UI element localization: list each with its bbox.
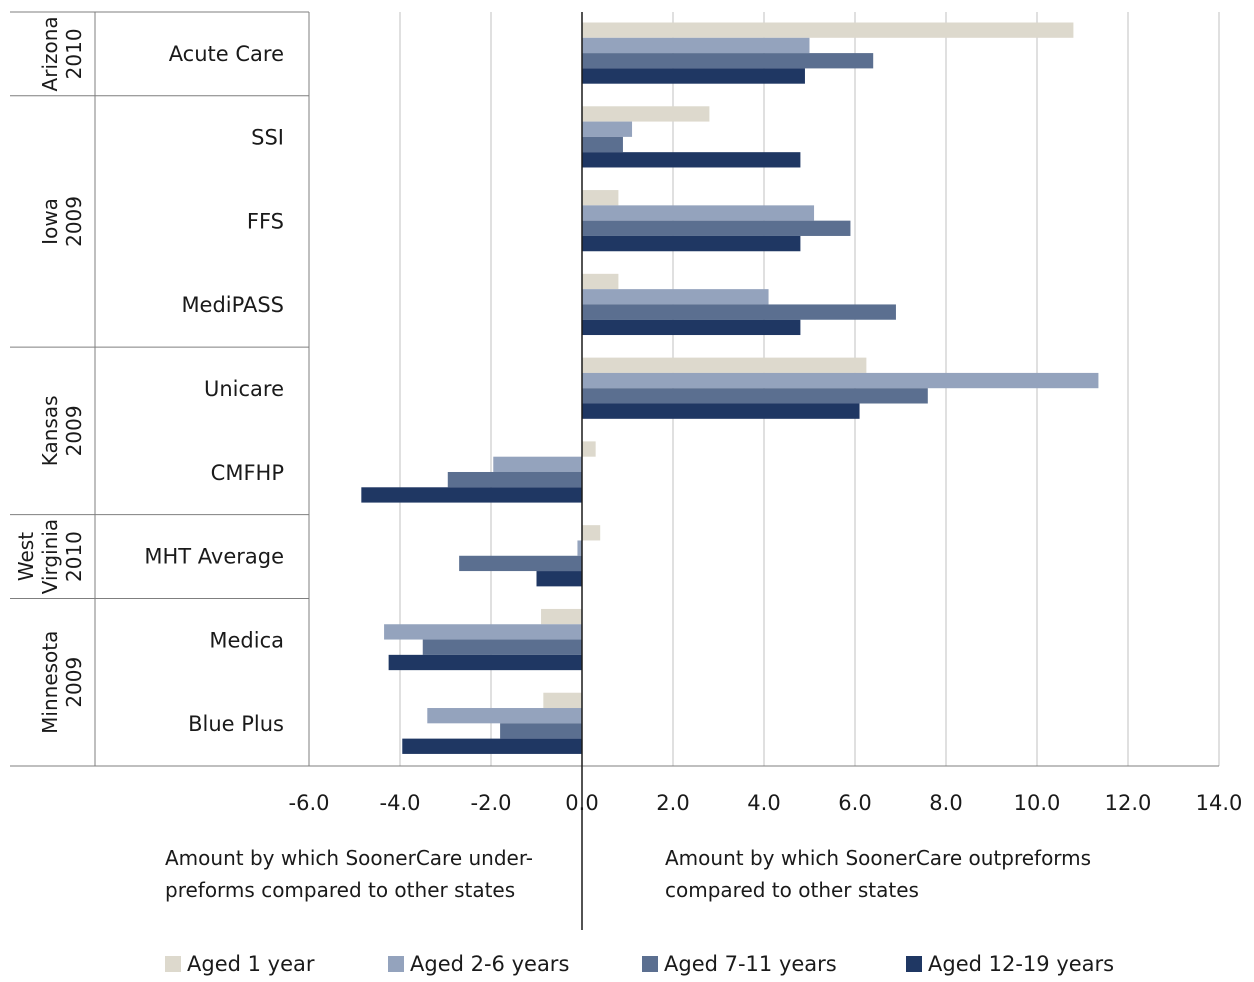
bar-blue-plus-aged-7-11-years (500, 723, 582, 739)
left-annotation: Amount by which SoonerCare under- prefor… (165, 842, 533, 906)
category-label-mht-average: MHT Average (144, 545, 284, 569)
x-tick-label-10: 14.0 (1196, 791, 1243, 815)
group-label-line-iowa: Iowa (38, 198, 62, 245)
x-tick-label-2: -2.0 (471, 791, 512, 815)
x-tick-label-9: 12.0 (1105, 791, 1152, 815)
left-annotation-line-2: preforms compared to other states (165, 878, 516, 902)
bar-medica-aged-12-19-years (388, 654, 582, 671)
bar-ffs-aged-1-year (582, 190, 619, 206)
category-label-ssi: SSI (251, 126, 284, 150)
bar-acute-care-aged-2-6-years (582, 37, 810, 54)
bar-medipass-aged-2-6-years (582, 289, 769, 305)
bar-ffs-aged-2-6-years (582, 205, 815, 221)
group-label-west: WestVirginia2010 (14, 519, 86, 594)
legend-swatch-aged-1 (165, 956, 181, 972)
bar-cmfhp-aged-1-year (582, 441, 596, 457)
group-label-line-2010: 2010 (62, 531, 86, 582)
bar-blue-plus-aged-2-6-years (427, 708, 582, 724)
right-annotation-line-2: compared to other states (665, 878, 919, 902)
x-tick-label-5: 4.0 (747, 791, 780, 815)
bar-unicare-aged-2-6-years (582, 372, 1099, 389)
legend-label-aged-7-11: Aged 7-11 years (664, 952, 837, 976)
bar-medipass-aged-12-19-years (582, 319, 801, 336)
bar-blue-plus-aged-12-19-years (402, 738, 582, 754)
legend-label-aged-2-6: Aged 2-6 years (410, 952, 570, 976)
bar-medipass-aged-7-11-years (582, 304, 896, 320)
legend-item-aged-7-11: Aged 7-11 years (642, 950, 837, 978)
x-tick-label-8: 10.0 (1014, 791, 1061, 815)
legend-item-aged-2-6: Aged 2-6 years (388, 950, 569, 978)
right-annotation: Amount by which SoonerCare outpreforms c… (665, 842, 1091, 906)
group-label-line-minnesota: Minnesota (38, 631, 62, 734)
x-tick-label-7: 8.0 (929, 791, 962, 815)
bar-mht-average-aged-2-6-years (577, 540, 582, 556)
bar-medica-aged-1-year (541, 608, 582, 625)
bar-unicare-aged-1-year (582, 357, 867, 373)
legend-swatch-aged-2-6 (388, 956, 404, 972)
bar-ssi-aged-1-year (582, 106, 710, 122)
group-label-line-kansas: Kansas (38, 395, 62, 466)
category-label-ffs: FFS (247, 209, 284, 233)
bar-ssi-aged-2-6-years (582, 121, 633, 137)
group-label-line-2010: 2010 (62, 28, 86, 79)
bar-medipass-aged-1-year (582, 273, 619, 290)
bar-unicare-aged-7-11-years (582, 388, 928, 404)
bar-ssi-aged-12-19-years (582, 152, 801, 168)
bar-ssi-aged-7-11-years (582, 136, 623, 153)
x-tick-label-0: -6.0 (289, 791, 330, 815)
category-label-medipass: MediPASS (181, 293, 284, 317)
bar-acute-care-aged-12-19-years (582, 68, 805, 84)
bar-ffs-aged-12-19-years (582, 235, 801, 252)
group-label-line-virginia: Virginia (38, 519, 62, 594)
legend-swatch-aged-7-11 (642, 956, 658, 972)
category-label-cmfhp: CMFHP (211, 461, 284, 485)
bar-mht-average-aged-7-11-years (459, 555, 582, 572)
bar-ffs-aged-7-11-years (582, 220, 851, 236)
legend-label-aged-1: Aged 1 year (187, 952, 315, 976)
bar-cmfhp-aged-7-11-years (447, 471, 582, 488)
x-tick-label-1: -4.0 (380, 791, 421, 815)
group-label-iowa: Iowa2009 (38, 196, 86, 247)
x-tick-label-4: 2.0 (656, 791, 689, 815)
category-label-acute-care: Acute Care (169, 42, 284, 66)
group-label-minnesota: Minnesota2009 (38, 631, 86, 734)
x-tick-label-6: 6.0 (838, 791, 871, 815)
legend: Aged 1 year Aged 2-6 years Aged 7-11 yea… (0, 950, 1254, 978)
group-label-arizona: Arizona2010 (38, 16, 86, 91)
bar-medica-aged-2-6-years (384, 624, 582, 640)
group-label-line-2009: 2009 (62, 196, 86, 247)
group-label-line-arizona: Arizona (38, 16, 62, 91)
right-annotation-line-1: Amount by which SoonerCare outpreforms (665, 846, 1092, 870)
group-label-line-2009: 2009 (62, 657, 86, 708)
legend-item-aged-12-19: Aged 12-19 years (906, 950, 1114, 978)
x-tick-label-3: 0.0 (565, 791, 598, 815)
bar-acute-care-aged-7-11-years (582, 53, 874, 69)
group-label-line-2009: 2009 (62, 405, 86, 456)
legend-item-aged-1: Aged 1 year (165, 950, 315, 978)
bar-cmfhp-aged-12-19-years (361, 487, 582, 503)
legend-label-aged-12-19: Aged 12-19 years (928, 952, 1115, 976)
group-label-kansas: Kansas2009 (38, 395, 86, 466)
group-label-line-west: West (14, 532, 38, 581)
bar-mht-average-aged-12-19-years (536, 571, 582, 587)
legend-swatch-aged-12-19 (906, 956, 922, 972)
category-label-unicare: Unicare (204, 377, 284, 401)
bar-unicare-aged-12-19-years (582, 403, 860, 419)
category-label-medica: Medica (209, 628, 284, 652)
bar-medica-aged-7-11-years (422, 639, 582, 655)
bar-acute-care-aged-1-year (582, 22, 1074, 38)
bar-cmfhp-aged-2-6-years (493, 456, 582, 472)
category-label-blue-plus: Blue Plus (188, 712, 284, 736)
left-annotation-line-1: Amount by which SoonerCare under- (165, 846, 534, 870)
bar-blue-plus-aged-1-year (543, 692, 582, 709)
bar-mht-average-aged-1-year (582, 525, 601, 541)
